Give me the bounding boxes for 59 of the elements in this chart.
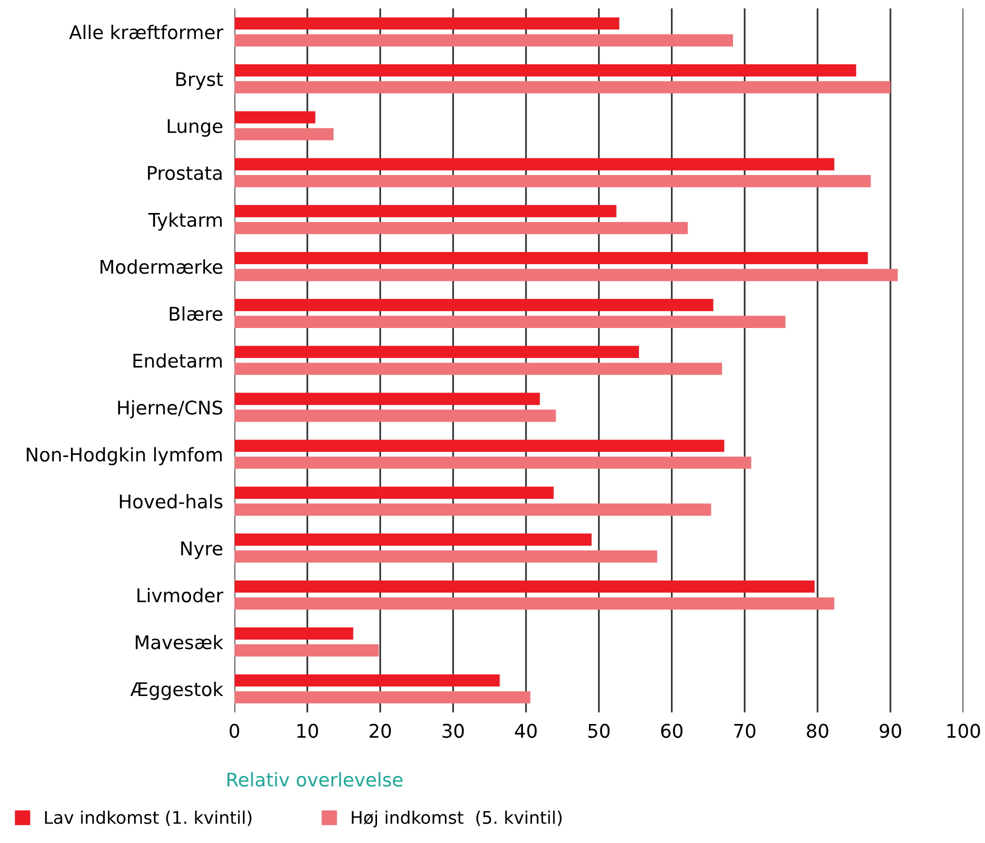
y-tick-label: Hoved-hals <box>120 494 222 509</box>
y-tick-label: Endetarm <box>134 353 222 368</box>
bar <box>234 597 834 610</box>
x-tick-label: 80 <box>806 724 828 738</box>
y-tick-label: Prostata <box>148 166 222 180</box>
legend-label: Høj indkomst (5. kvintil) <box>352 810 562 828</box>
y-tick-label: Modermærke <box>100 259 222 274</box>
bar <box>234 346 639 358</box>
y-tick-label: Nyre <box>181 542 222 560</box>
bar <box>234 64 856 76</box>
x-tick-label: 90 <box>880 724 902 738</box>
bar <box>234 111 316 124</box>
x-tick-label: 20 <box>370 724 391 738</box>
bar <box>234 440 724 452</box>
bar <box>234 316 786 328</box>
bar <box>234 205 616 218</box>
x-tick-label: 0 <box>230 724 240 738</box>
y-tick-label: Mavesæk <box>136 634 224 650</box>
bar <box>234 410 556 422</box>
y-tick-label: Bryst <box>176 72 223 90</box>
x-tick-label: 40 <box>514 724 537 738</box>
x-axis-title: Relativ overlevelse <box>228 772 402 787</box>
x-tick-label: 60 <box>661 724 682 738</box>
y-tick-label: Tyktarm <box>148 212 222 231</box>
bar <box>234 17 620 30</box>
bar <box>234 486 554 499</box>
bar <box>234 81 890 94</box>
bar <box>234 550 658 563</box>
x-tick-label: 50 <box>588 724 610 738</box>
y-tick-label: Non-Hodgkin lymfom <box>26 447 222 466</box>
bar <box>234 175 871 188</box>
bar <box>234 534 592 546</box>
bar <box>234 268 898 282</box>
legend-label: Lav indkomst (1. kvintil) <box>45 810 252 826</box>
bar <box>234 644 379 656</box>
y-tick-label: Alle kræftformer <box>69 24 224 40</box>
bar <box>234 158 834 170</box>
y-tick-label: Blære <box>170 306 222 321</box>
bar <box>234 456 752 469</box>
bar <box>234 580 815 593</box>
bar <box>234 298 714 312</box>
bar <box>234 222 688 234</box>
bar <box>234 362 722 375</box>
bar <box>234 128 334 140</box>
bar <box>234 627 354 640</box>
bar <box>234 504 712 516</box>
x-tick-label: 100 <box>947 724 980 738</box>
y-tick-label: Lunge <box>168 119 222 137</box>
y-tick-label: Hjerne/CNS <box>118 400 222 418</box>
y-tick-label: Livmoder <box>138 588 224 602</box>
bar <box>234 252 868 264</box>
bar <box>234 34 733 46</box>
x-tick-label: 30 <box>442 724 464 738</box>
bar <box>234 674 500 687</box>
bar <box>234 691 530 704</box>
y-tick-label: Æggestok <box>130 682 224 700</box>
bar <box>234 392 540 405</box>
x-tick-label: 10 <box>297 724 318 738</box>
x-tick-label: 70 <box>734 724 756 738</box>
